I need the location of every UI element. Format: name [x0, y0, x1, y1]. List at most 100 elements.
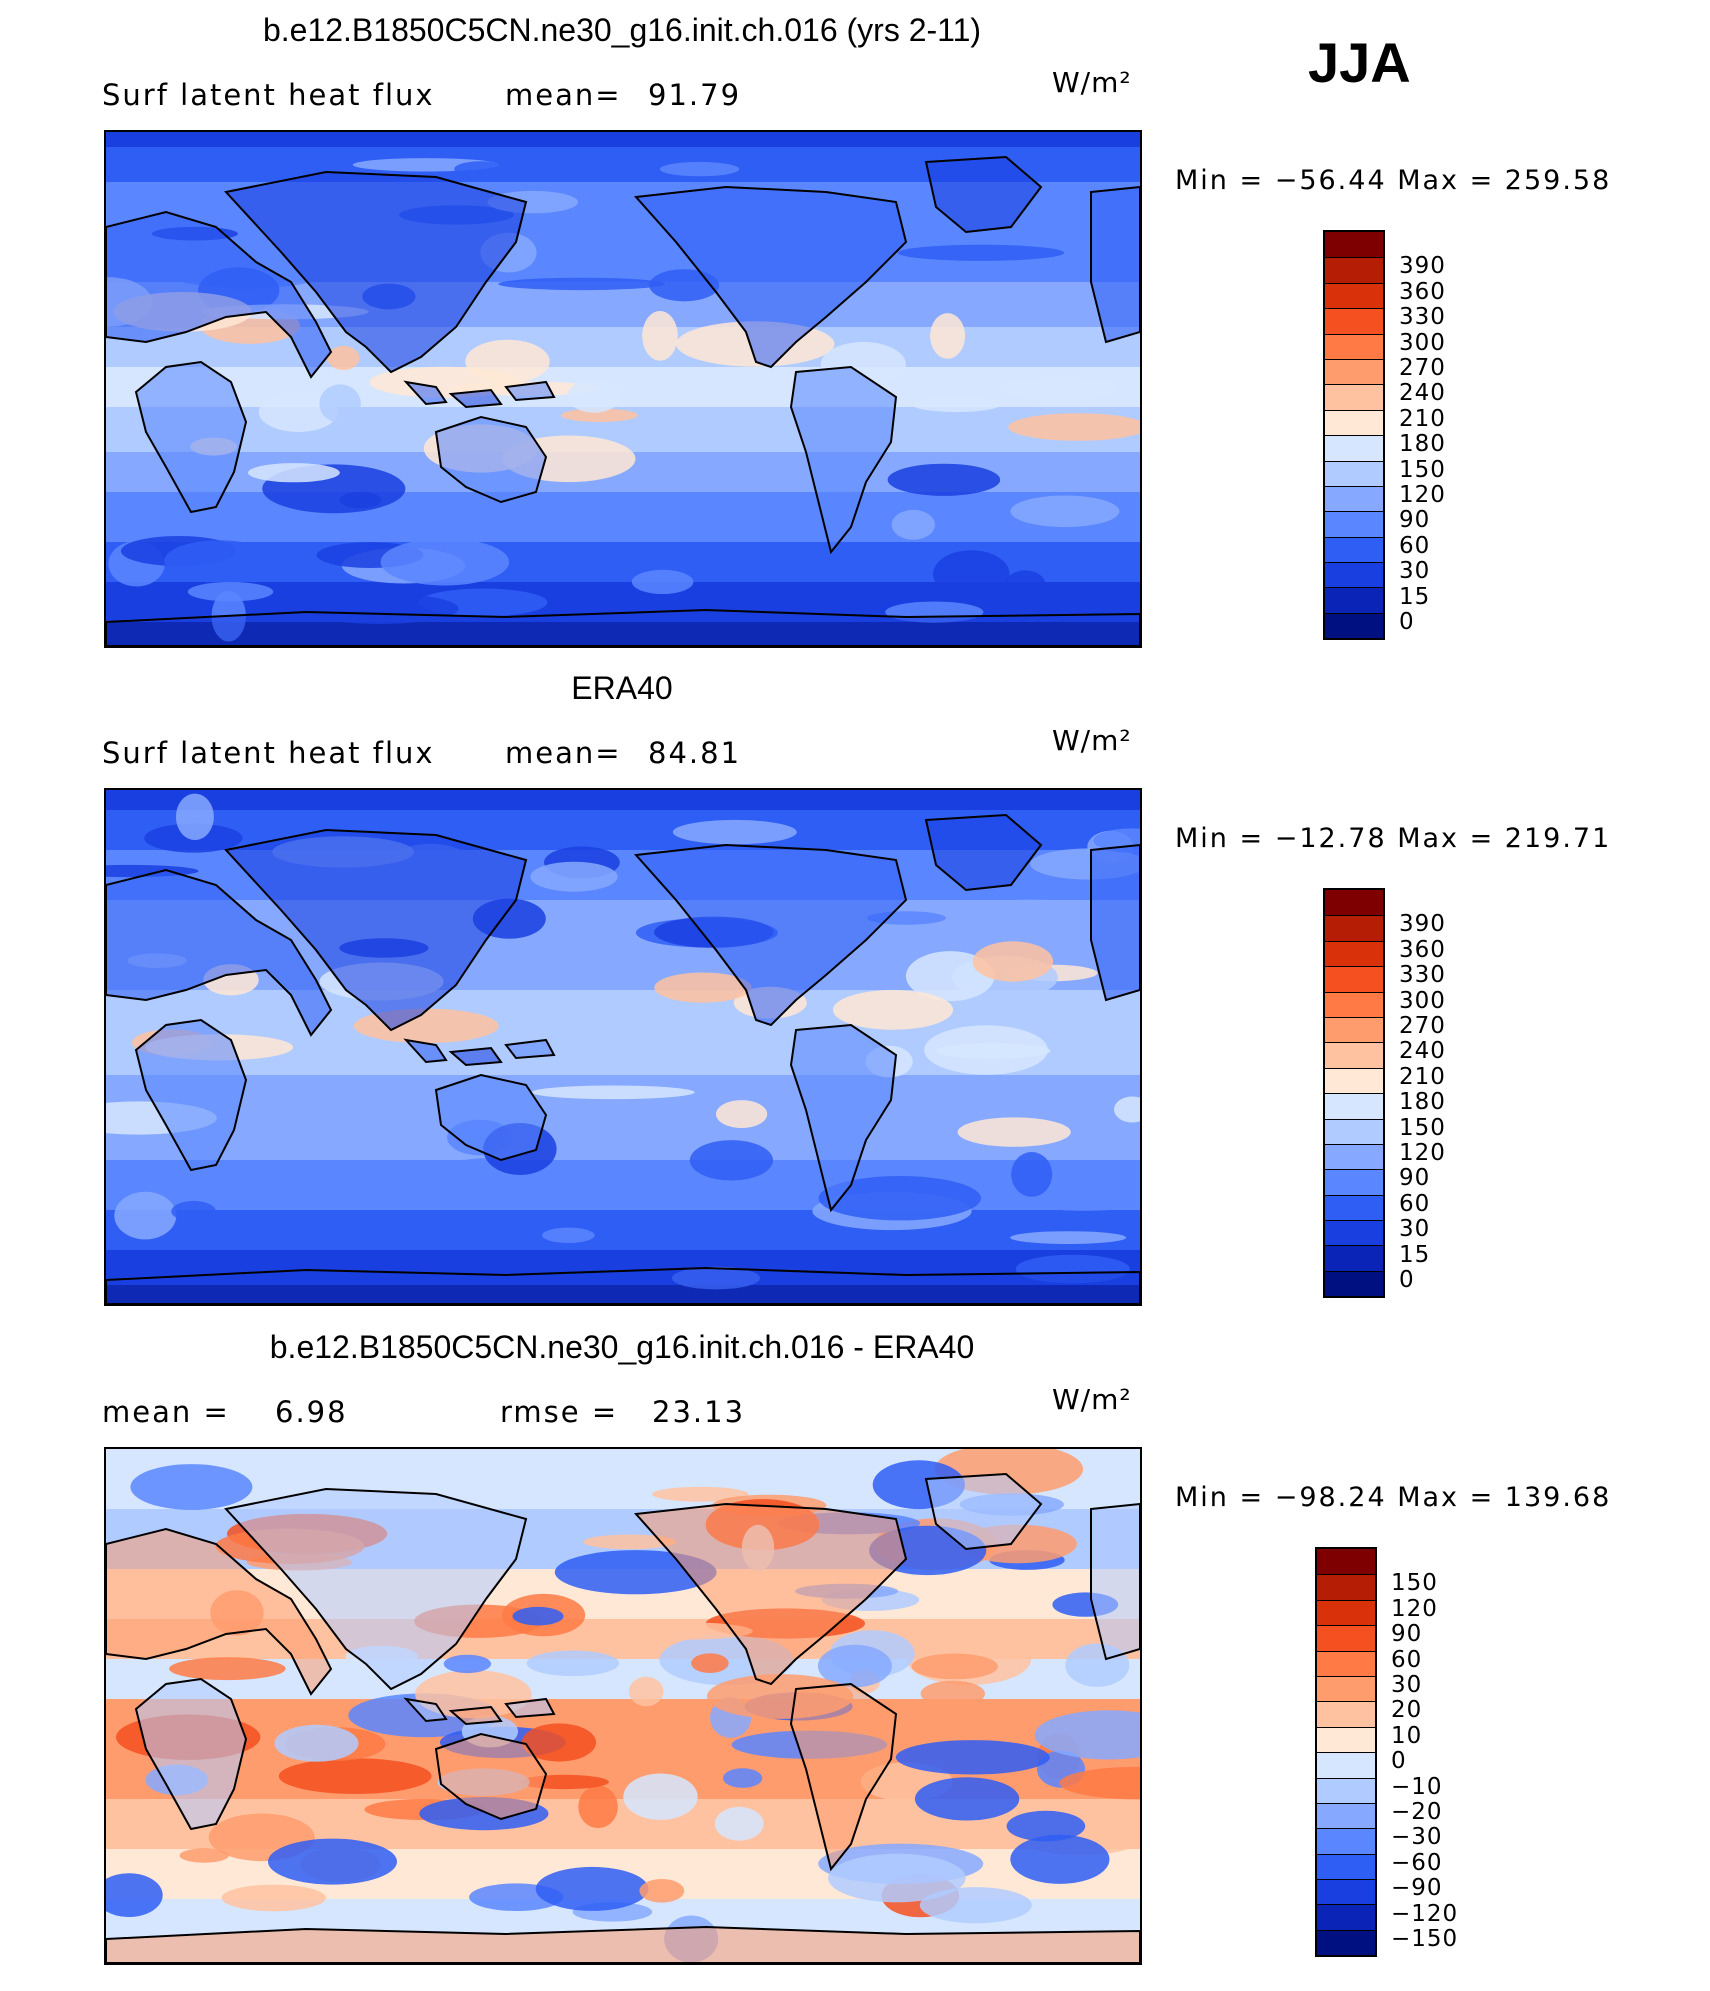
colorbar-segment [1325, 511, 1383, 537]
world-map [106, 1449, 1140, 1963]
field-blob [179, 1848, 229, 1863]
stat2-value: 23.13 [652, 1395, 746, 1429]
colorbar-tick-label: 240 [1399, 1038, 1446, 1065]
field-blob [175, 793, 214, 840]
colorbar-segment [1317, 1802, 1375, 1829]
colorbar-segment [1317, 1726, 1375, 1753]
coastline-path [924, 813, 1043, 892]
field-blob [1002, 376, 1118, 403]
field-band [106, 132, 1140, 148]
colorbar-tick-label: 150 [1391, 1570, 1438, 1597]
colorbar-tick-label: 90 [1399, 1165, 1431, 1192]
coastline-path [224, 170, 528, 374]
units-label: W/m² [1052, 724, 1132, 757]
field-blob [512, 1606, 564, 1626]
colorbar-segment [1317, 1879, 1375, 1905]
field-blob [957, 1117, 1071, 1147]
field-blob [169, 1657, 286, 1681]
field-blob [1059, 1766, 1140, 1800]
colorbar-tick-label: 30 [1399, 1216, 1431, 1243]
colorbar-tick-label: 210 [1399, 405, 1446, 432]
colorbar-segment [1317, 1929, 1375, 1955]
field-blob [258, 391, 338, 433]
season-label: JJA [1308, 31, 1411, 94]
colorbar-segment [1325, 1118, 1383, 1144]
field-blob [623, 1773, 698, 1820]
coastline-path [633, 185, 908, 369]
colorbar-segment [1325, 384, 1383, 410]
field-blob [818, 1176, 981, 1221]
field-blob [583, 1534, 677, 1550]
colorbar [1323, 888, 1385, 1298]
field-blob [596, 1016, 654, 1031]
field-blob [628, 1676, 664, 1707]
colorbar-tick-label: 270 [1399, 355, 1446, 381]
colorbar-segment [1325, 409, 1383, 436]
colorbar-segment [1325, 991, 1383, 1017]
field-blob [1011, 1152, 1053, 1197]
colorbar-segment [1325, 915, 1383, 941]
field-blob [659, 161, 740, 177]
field-blob [130, 1464, 253, 1510]
colorbar-tick-label: 90 [1399, 507, 1431, 534]
colorbar-tick-label: 360 [1399, 936, 1446, 963]
stat1-value: 6.98 [275, 1395, 348, 1429]
colorbar-segment [1325, 966, 1383, 992]
colorbar-segment [1317, 1752, 1375, 1778]
colorbar-tick-label: 180 [1399, 1089, 1446, 1116]
field-blob [933, 550, 1010, 598]
field-blob [531, 1085, 695, 1100]
colorbar-tick-label: 60 [1391, 1646, 1423, 1673]
field-blob [828, 1853, 966, 1903]
coastline-path [403, 1038, 448, 1064]
field-blob [672, 819, 797, 845]
colorbar-segment [1325, 1194, 1383, 1221]
field-blob [221, 1884, 326, 1912]
coastline-path [434, 1732, 548, 1821]
field-blob [526, 1650, 620, 1677]
stat1-label: mean = [102, 1395, 230, 1429]
coastline-path [924, 1472, 1043, 1551]
field-blob [972, 941, 1054, 982]
coastline-path [789, 1682, 898, 1872]
field-blob [114, 1191, 177, 1240]
coastline-path [134, 1018, 248, 1172]
colorbar-segment [1317, 1853, 1375, 1880]
map-frame [104, 1447, 1142, 1965]
colorbar-tick-label: 15 [1399, 1241, 1431, 1268]
field-blob [649, 269, 720, 302]
panel-3: b.e12.B1850C5CN.ne30_g16.init.ch.016 - E… [0, 1317, 1710, 1975]
world-map [106, 132, 1140, 646]
coastline-path [1090, 185, 1140, 344]
coastline-path [106, 1925, 1140, 1963]
units-label: W/m² [1052, 66, 1132, 99]
colorbar [1323, 230, 1385, 640]
colorbar-tick-label: 330 [1399, 304, 1446, 331]
colorbar-segment [1325, 1220, 1383, 1246]
field-label: Surf latent heat flux [102, 78, 435, 112]
colorbar-tick-label: 240 [1399, 380, 1446, 407]
colorbar-tick-label: 0 [1391, 1748, 1407, 1775]
panel-1: b.e12.B1850C5CN.ne30_g16.init.ch.016 (yr… [0, 0, 1710, 658]
field-blob [561, 408, 638, 422]
coastline-path [1090, 1502, 1140, 1661]
coastline-path [403, 1697, 448, 1723]
field-blob [631, 569, 694, 594]
colorbar-tick-label: 0 [1399, 609, 1415, 635]
field-blob [1008, 413, 1140, 441]
field-blob [652, 1486, 749, 1502]
colorbar-tick-label: 390 [1399, 911, 1446, 938]
map-frame [104, 130, 1142, 648]
field-blob [274, 1724, 359, 1762]
colorbar-segment [1317, 1828, 1375, 1854]
colorbar-segment [1325, 485, 1383, 512]
field-blob [567, 379, 621, 413]
panel-title: b.e12.B1850C5CN.ne30_g16.init.ch.016 - E… [269, 1329, 975, 1365]
field-blob [443, 1654, 492, 1674]
colorbar-segment [1325, 1270, 1383, 1296]
coastline-path [134, 360, 248, 514]
coastline-path [224, 1487, 528, 1691]
colorbar-segment [1325, 587, 1383, 613]
field-blob [1018, 1185, 1140, 1211]
field-blob [914, 1777, 1020, 1821]
